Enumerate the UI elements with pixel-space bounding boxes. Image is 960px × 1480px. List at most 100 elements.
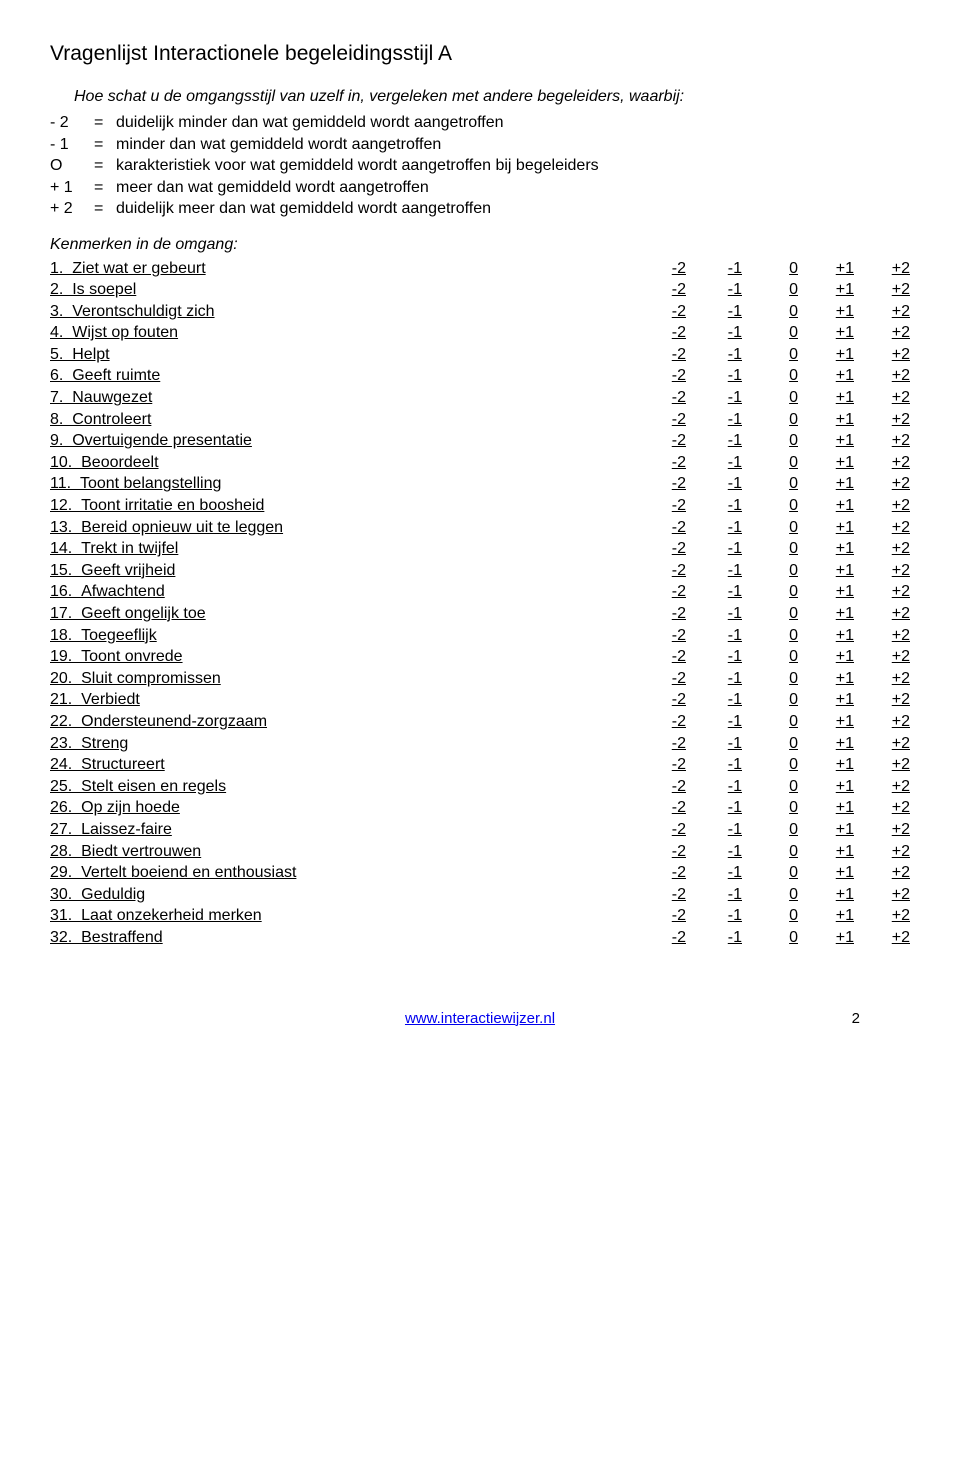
scale-option[interactable]: 0 xyxy=(742,819,798,841)
scale-option[interactable]: 0 xyxy=(742,905,798,927)
scale-option[interactable]: +2 xyxy=(854,258,910,280)
scale-option[interactable]: -2 xyxy=(630,560,686,582)
scale-option[interactable]: -1 xyxy=(686,301,742,323)
scale-option[interactable]: 0 xyxy=(742,279,798,301)
scale-option[interactable]: +1 xyxy=(798,258,854,280)
scale-option[interactable]: +2 xyxy=(854,409,910,431)
scale-option[interactable]: -2 xyxy=(630,538,686,560)
scale-option[interactable]: +2 xyxy=(854,841,910,863)
scale-option[interactable]: -1 xyxy=(686,258,742,280)
scale-option[interactable]: -2 xyxy=(630,258,686,280)
scale-option[interactable]: -2 xyxy=(630,322,686,344)
scale-option[interactable]: +1 xyxy=(798,668,854,690)
scale-option[interactable]: -1 xyxy=(686,754,742,776)
scale-option[interactable]: 0 xyxy=(742,387,798,409)
scale-option[interactable]: 0 xyxy=(742,862,798,884)
scale-option[interactable]: +1 xyxy=(798,689,854,711)
scale-option[interactable]: -1 xyxy=(686,862,742,884)
scale-option[interactable]: -1 xyxy=(686,603,742,625)
scale-option[interactable]: 0 xyxy=(742,344,798,366)
scale-option[interactable]: +1 xyxy=(798,841,854,863)
scale-option[interactable]: 0 xyxy=(742,733,798,755)
scale-option[interactable]: -2 xyxy=(630,430,686,452)
scale-option[interactable]: -2 xyxy=(630,625,686,647)
scale-option[interactable]: -1 xyxy=(686,430,742,452)
scale-option[interactable]: 0 xyxy=(742,452,798,474)
scale-option[interactable]: -2 xyxy=(630,776,686,798)
scale-option[interactable]: 0 xyxy=(742,797,798,819)
scale-option[interactable]: 0 xyxy=(742,560,798,582)
scale-option[interactable]: +1 xyxy=(798,927,854,949)
scale-option[interactable]: 0 xyxy=(742,473,798,495)
scale-option[interactable]: -1 xyxy=(686,841,742,863)
scale-option[interactable]: +2 xyxy=(854,797,910,819)
footer-link[interactable]: www.interactiewijzer.nl xyxy=(405,1010,555,1027)
scale-option[interactable]: -1 xyxy=(686,538,742,560)
scale-option[interactable]: +1 xyxy=(798,538,854,560)
scale-option[interactable]: 0 xyxy=(742,409,798,431)
scale-option[interactable]: 0 xyxy=(742,646,798,668)
scale-option[interactable]: 0 xyxy=(742,495,798,517)
scale-option[interactable]: -2 xyxy=(630,668,686,690)
scale-option[interactable]: +1 xyxy=(798,603,854,625)
scale-option[interactable]: -1 xyxy=(686,819,742,841)
scale-option[interactable]: +2 xyxy=(854,279,910,301)
scale-option[interactable]: -1 xyxy=(686,560,742,582)
scale-option[interactable]: +1 xyxy=(798,646,854,668)
scale-option[interactable]: +2 xyxy=(854,668,910,690)
scale-option[interactable]: -1 xyxy=(686,927,742,949)
scale-option[interactable]: +2 xyxy=(854,646,910,668)
scale-option[interactable]: -2 xyxy=(630,689,686,711)
scale-option[interactable]: -1 xyxy=(686,776,742,798)
scale-option[interactable]: +2 xyxy=(854,495,910,517)
scale-option[interactable]: -1 xyxy=(686,884,742,906)
scale-option[interactable]: +2 xyxy=(854,322,910,344)
scale-option[interactable]: -2 xyxy=(630,581,686,603)
scale-option[interactable]: -1 xyxy=(686,322,742,344)
scale-option[interactable]: +2 xyxy=(854,517,910,539)
scale-option[interactable]: 0 xyxy=(742,430,798,452)
scale-option[interactable]: +1 xyxy=(798,473,854,495)
scale-option[interactable]: +2 xyxy=(854,625,910,647)
scale-option[interactable]: -2 xyxy=(630,301,686,323)
scale-option[interactable]: +2 xyxy=(854,581,910,603)
scale-option[interactable]: +2 xyxy=(854,905,910,927)
scale-option[interactable]: +1 xyxy=(798,862,854,884)
scale-option[interactable]: +1 xyxy=(798,560,854,582)
scale-option[interactable]: -2 xyxy=(630,862,686,884)
scale-option[interactable]: -2 xyxy=(630,927,686,949)
scale-option[interactable]: +2 xyxy=(854,733,910,755)
scale-option[interactable]: +1 xyxy=(798,452,854,474)
scale-option[interactable]: +2 xyxy=(854,538,910,560)
scale-option[interactable]: -2 xyxy=(630,473,686,495)
scale-option[interactable]: -1 xyxy=(686,905,742,927)
scale-option[interactable]: +2 xyxy=(854,365,910,387)
scale-option[interactable]: -2 xyxy=(630,841,686,863)
scale-option[interactable]: +2 xyxy=(854,387,910,409)
scale-option[interactable]: 0 xyxy=(742,668,798,690)
scale-option[interactable]: -1 xyxy=(686,646,742,668)
scale-option[interactable]: -1 xyxy=(686,689,742,711)
scale-option[interactable]: 0 xyxy=(742,322,798,344)
scale-option[interactable]: +1 xyxy=(798,517,854,539)
scale-option[interactable]: -1 xyxy=(686,279,742,301)
scale-option[interactable]: +1 xyxy=(798,711,854,733)
scale-option[interactable]: +2 xyxy=(854,452,910,474)
scale-option[interactable]: +1 xyxy=(798,322,854,344)
scale-option[interactable]: +1 xyxy=(798,301,854,323)
scale-option[interactable]: -2 xyxy=(630,711,686,733)
scale-option[interactable]: +2 xyxy=(854,430,910,452)
scale-option[interactable]: +1 xyxy=(798,905,854,927)
scale-option[interactable]: -1 xyxy=(686,668,742,690)
scale-option[interactable]: -2 xyxy=(630,797,686,819)
scale-option[interactable]: 0 xyxy=(742,927,798,949)
scale-option[interactable]: +1 xyxy=(798,409,854,431)
scale-option[interactable]: 0 xyxy=(742,884,798,906)
scale-option[interactable]: +2 xyxy=(854,754,910,776)
scale-option[interactable]: 0 xyxy=(742,625,798,647)
scale-option[interactable]: -2 xyxy=(630,452,686,474)
scale-option[interactable]: -2 xyxy=(630,495,686,517)
scale-option[interactable]: 0 xyxy=(742,603,798,625)
scale-option[interactable]: 0 xyxy=(742,841,798,863)
scale-option[interactable]: +1 xyxy=(798,625,854,647)
